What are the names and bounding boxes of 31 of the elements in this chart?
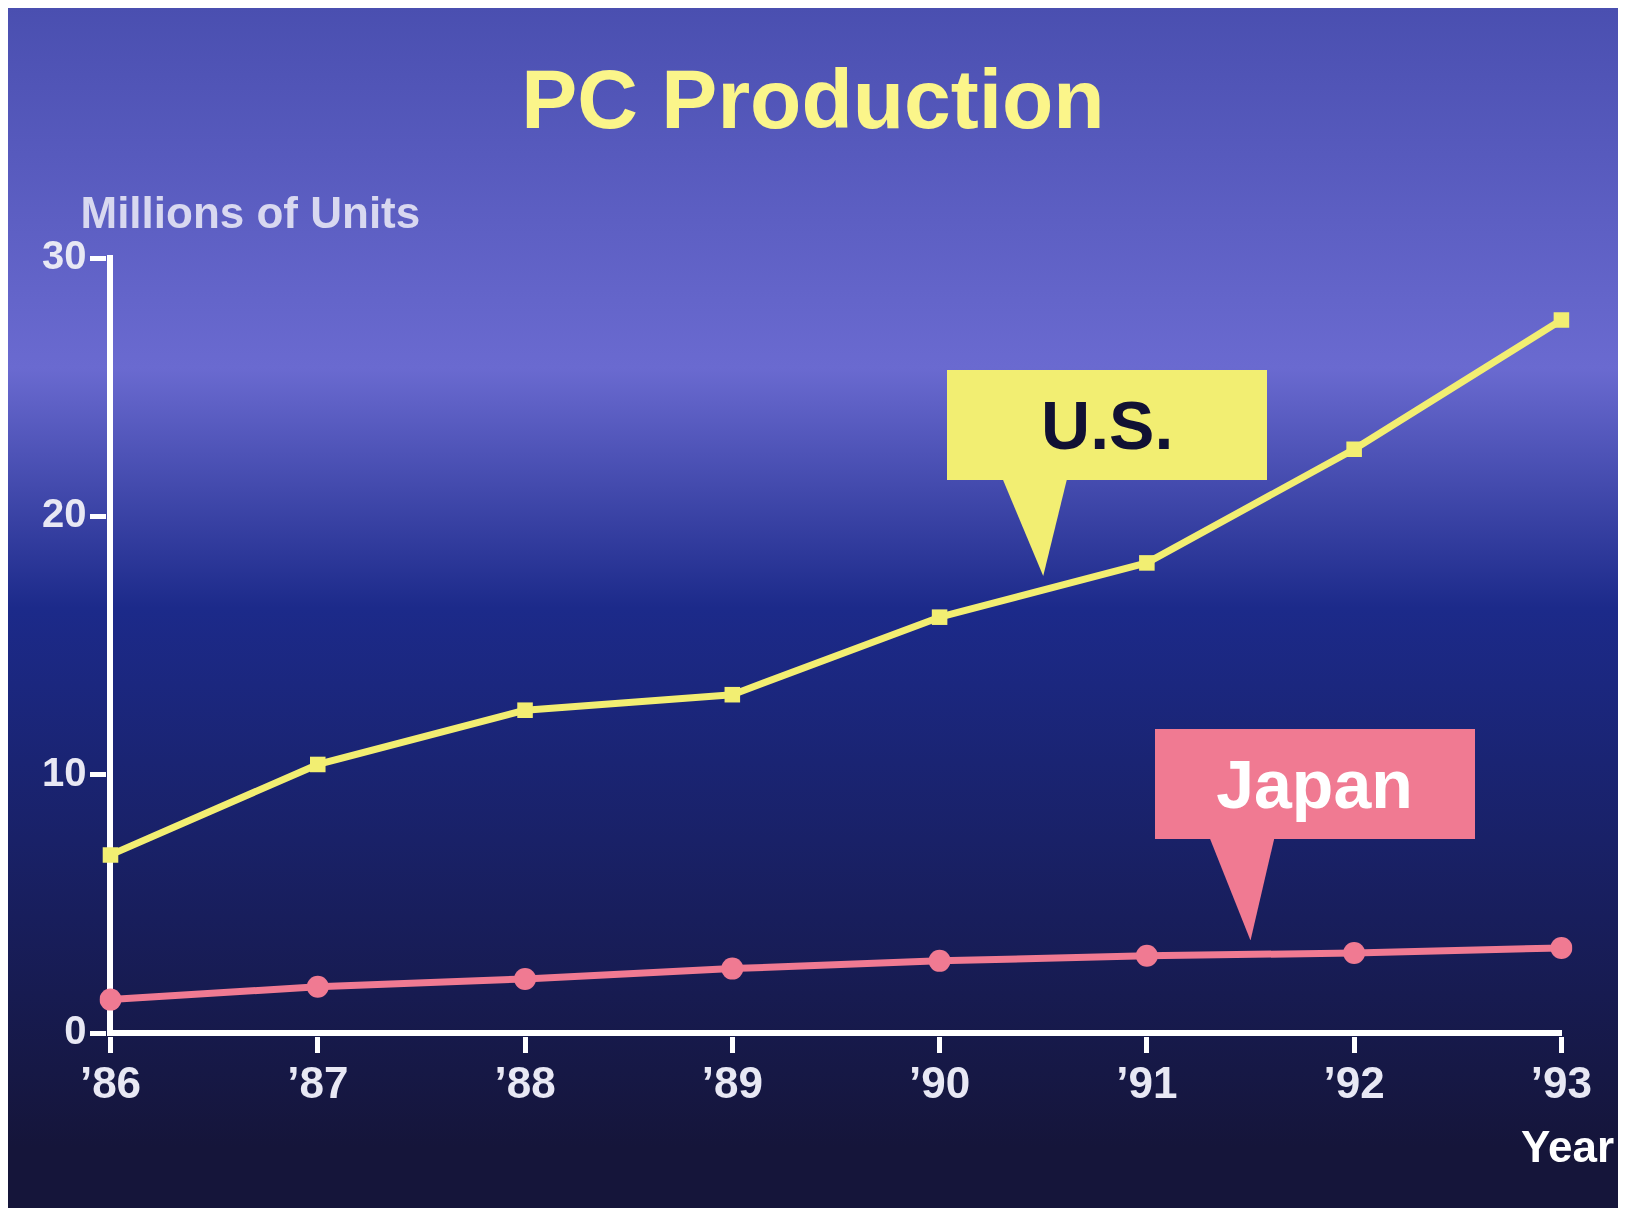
point bbox=[306, 975, 329, 998]
series-label: Japan bbox=[1154, 729, 1475, 840]
x-tick-label: ’88 bbox=[494, 1057, 556, 1107]
x-tick-label: ’89 bbox=[701, 1057, 763, 1107]
point bbox=[931, 609, 948, 625]
x-tick-label: ’87 bbox=[287, 1057, 349, 1107]
point bbox=[1553, 312, 1570, 328]
x-tick-label: ’86 bbox=[79, 1057, 142, 1107]
point bbox=[1550, 936, 1573, 959]
point bbox=[724, 686, 741, 703]
point bbox=[514, 967, 537, 990]
x-axis-title: Year bbox=[1521, 1122, 1614, 1172]
y-tick-label: 20 bbox=[41, 491, 87, 536]
point bbox=[102, 847, 119, 863]
point bbox=[1346, 441, 1362, 457]
point bbox=[1139, 555, 1155, 571]
x-tick-label: ’93 bbox=[1530, 1057, 1592, 1107]
point bbox=[99, 988, 122, 1011]
chart-title: PC Production bbox=[521, 52, 1105, 147]
point bbox=[928, 949, 951, 972]
y-tick-label: 10 bbox=[41, 749, 87, 794]
x-tick-label: ’91 bbox=[1116, 1057, 1178, 1107]
point bbox=[1343, 942, 1366, 965]
x-tick-label: ’92 bbox=[1323, 1057, 1385, 1107]
point bbox=[309, 756, 326, 773]
point bbox=[721, 957, 744, 980]
point bbox=[1135, 944, 1158, 967]
point bbox=[517, 702, 533, 718]
y-tick-label: 0 bbox=[64, 1008, 87, 1053]
series-label: U.S. bbox=[947, 370, 1268, 481]
x-tick-label: ’90 bbox=[909, 1057, 971, 1107]
